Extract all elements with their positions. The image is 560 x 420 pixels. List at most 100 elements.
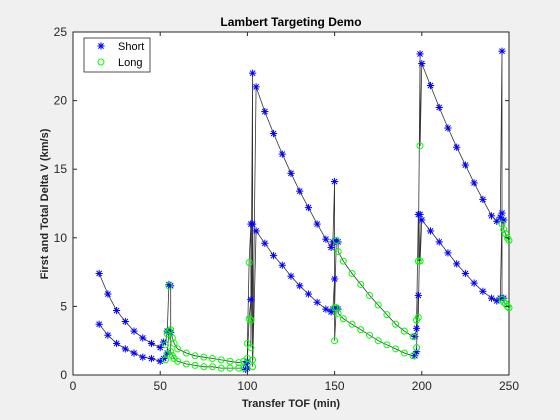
point-long-first bbox=[235, 364, 243, 372]
point-short-total bbox=[252, 83, 260, 91]
point-long-first bbox=[392, 345, 400, 353]
point-short-first bbox=[121, 345, 129, 353]
point-long-first bbox=[331, 337, 339, 345]
point-long-total bbox=[374, 301, 382, 309]
point-short-first bbox=[470, 279, 478, 287]
point-long-first bbox=[217, 364, 225, 372]
point-long-first bbox=[500, 298, 508, 306]
point-long-first bbox=[357, 326, 365, 334]
legend-label-long: Long bbox=[118, 57, 142, 69]
point-long-first bbox=[503, 302, 511, 310]
point-long-first bbox=[409, 352, 417, 360]
point-long-total bbox=[400, 327, 408, 335]
point-short-total bbox=[334, 238, 342, 246]
point-short-total bbox=[278, 150, 286, 158]
point-short-first bbox=[261, 239, 269, 247]
point-short-first bbox=[296, 282, 304, 290]
x-tick-label: 100 bbox=[237, 379, 257, 393]
legend-label-short: Short bbox=[118, 41, 144, 53]
point-short-total bbox=[444, 124, 452, 132]
point-short-total bbox=[130, 327, 138, 335]
point-short-total bbox=[500, 216, 508, 224]
point-short-total bbox=[121, 317, 129, 326]
y-tick-label: 0 bbox=[60, 368, 67, 382]
legend-marker-short bbox=[97, 42, 105, 50]
point-long-first bbox=[240, 364, 248, 372]
point-short-first bbox=[444, 249, 452, 257]
point-short-total bbox=[327, 243, 335, 252]
point-short-total bbox=[426, 81, 435, 90]
point-long-first bbox=[209, 363, 217, 371]
x-axis-label: Transfer TOF (min) bbox=[242, 398, 341, 410]
point-short-first bbox=[304, 290, 313, 298]
point-long-total bbox=[416, 142, 424, 150]
y-tick-label: 25 bbox=[54, 25, 68, 39]
point-long-total bbox=[365, 291, 373, 299]
axis-ticks-layer: 0 50 100 150 200 250 0 5 10 15 20 25 bbox=[54, 25, 520, 393]
point-long-total bbox=[243, 339, 251, 347]
point-long-total bbox=[209, 355, 217, 363]
point-long-total bbox=[245, 258, 253, 266]
point-long-first bbox=[245, 315, 253, 323]
x-tick-label: 250 bbox=[499, 379, 519, 393]
point-long-total bbox=[226, 357, 234, 365]
point-short-total bbox=[453, 143, 461, 151]
point-long-first bbox=[414, 313, 422, 321]
point-long-first bbox=[334, 309, 342, 317]
point-short-first bbox=[249, 220, 257, 228]
x-tick-label: 200 bbox=[412, 379, 432, 393]
point-short-first bbox=[418, 216, 426, 224]
point-short-total bbox=[261, 107, 269, 116]
point-long-first bbox=[413, 344, 421, 352]
y-tick-label: 10 bbox=[54, 231, 68, 245]
point-short-first bbox=[498, 209, 506, 217]
y-tick-label: 5 bbox=[60, 299, 67, 313]
point-long-first bbox=[165, 327, 173, 335]
point-long-first bbox=[339, 315, 347, 323]
point-short-first bbox=[139, 353, 147, 361]
point-long-first bbox=[416, 257, 424, 265]
point-short-total bbox=[296, 187, 304, 195]
point-short-first bbox=[252, 227, 260, 235]
point-long-first bbox=[400, 349, 408, 357]
point-long-total bbox=[170, 339, 178, 347]
point-long-first bbox=[383, 341, 391, 349]
point-short-first bbox=[147, 354, 156, 363]
point-long-total bbox=[217, 356, 225, 364]
point-short-total bbox=[249, 69, 257, 77]
point-long-first bbox=[191, 361, 199, 369]
point-long-total bbox=[247, 316, 255, 324]
point-short-total bbox=[322, 235, 330, 243]
point-long-total bbox=[357, 280, 365, 288]
point-long-total bbox=[200, 353, 208, 361]
point-short-total bbox=[147, 339, 156, 348]
x-tick-label: 50 bbox=[154, 379, 168, 393]
point-short-total bbox=[104, 290, 112, 298]
point-short-first bbox=[113, 339, 121, 348]
point-long-first bbox=[200, 363, 208, 371]
point-short-total bbox=[287, 169, 295, 177]
point-long-first bbox=[226, 364, 234, 372]
point-long-first bbox=[182, 360, 190, 368]
point-short-total bbox=[479, 195, 487, 203]
point-short-total bbox=[470, 179, 478, 187]
point-short-first bbox=[104, 331, 112, 339]
point-short-first bbox=[322, 305, 330, 313]
point-short-total bbox=[487, 212, 496, 220]
data-marks-layer bbox=[95, 47, 513, 374]
point-long-first bbox=[348, 320, 356, 328]
chart-title: Lambert Targeting Demo bbox=[220, 15, 361, 29]
point-long-total bbox=[167, 326, 175, 334]
point-short-first bbox=[160, 354, 168, 363]
point-short-first bbox=[487, 294, 496, 302]
point-short-first bbox=[426, 227, 435, 235]
point-short-first bbox=[247, 295, 255, 304]
point-long-total bbox=[334, 248, 342, 256]
point-short-first bbox=[130, 349, 138, 357]
point-short-total bbox=[412, 324, 421, 332]
point-long-total bbox=[348, 269, 356, 277]
point-long-first bbox=[505, 304, 513, 312]
point-long-total bbox=[249, 356, 257, 364]
point-short-first bbox=[313, 298, 321, 306]
